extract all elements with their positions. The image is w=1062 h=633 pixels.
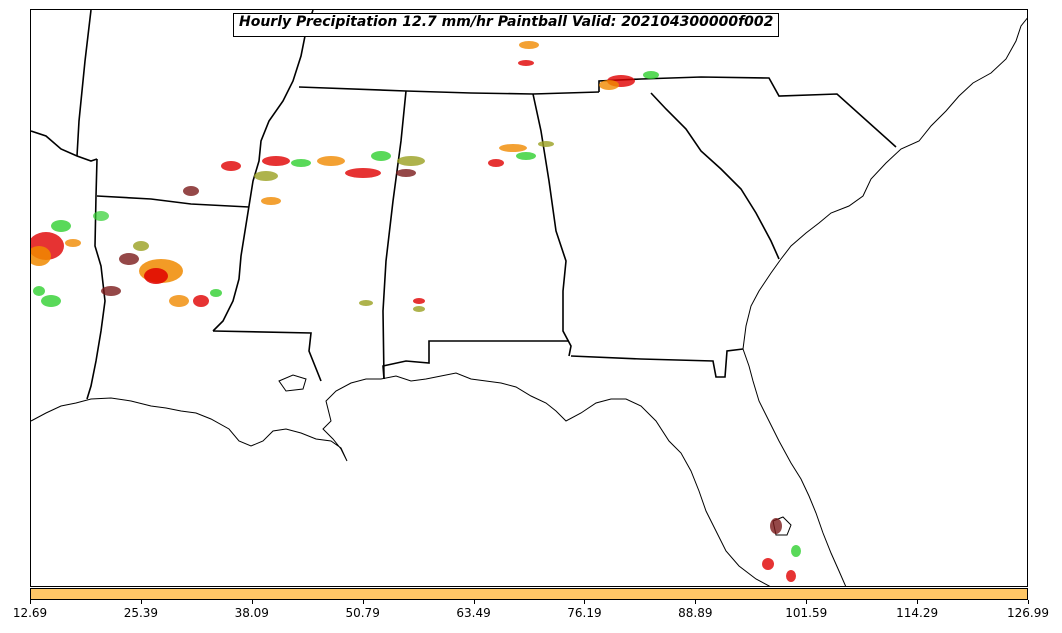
- precip-blob: [770, 518, 782, 534]
- colorbar-tick-mark: [362, 600, 364, 604]
- precipitation-paintball-layer: [31, 41, 801, 582]
- colorbar-tick-label: 76.19: [567, 606, 602, 620]
- colorbar-tick-mark: [917, 600, 919, 604]
- gulf-coast-line: [31, 372, 771, 586]
- colorbar-tick-label: 88.89: [678, 606, 713, 620]
- colorbar-tick-label: 63.49: [456, 606, 491, 620]
- precip-blob: [397, 156, 425, 166]
- precip-blob: [762, 558, 774, 570]
- precip-blob: [133, 241, 149, 251]
- colorbar-tick-mark: [1028, 600, 1029, 604]
- georgia-florida-border: [570, 348, 744, 378]
- texas-oklahoma-border: [31, 130, 98, 162]
- alabama-florida-border: [382, 340, 569, 380]
- colorbar-tick-label: 114.29: [896, 606, 939, 620]
- precip-blob: [396, 169, 416, 177]
- precip-blob: [488, 159, 504, 167]
- precip-blob: [144, 268, 168, 284]
- colorbar-tick-label: 50.79: [345, 606, 380, 620]
- state-boundary-layer: [31, 10, 897, 400]
- precip-blob: [413, 298, 425, 304]
- florida-east-coast: [742, 348, 847, 586]
- precip-blob: [516, 152, 536, 160]
- mississippi-river-border: [212, 10, 314, 332]
- atlantic-coast-line: [742, 17, 1027, 350]
- coastline-layer: [31, 17, 1027, 586]
- alabama-georgia-border: [532, 93, 572, 357]
- precip-blob: [262, 156, 290, 166]
- arkansas-louisiana-border: [96, 195, 250, 208]
- precip-blob: [345, 168, 381, 178]
- precip-blob: [261, 197, 281, 205]
- texas-louisiana-border: [86, 158, 106, 400]
- georgia-south-carolina-border: [650, 92, 780, 260]
- tennessee-south-border: [298, 86, 600, 95]
- precip-blob: [193, 295, 209, 307]
- precip-blob: [93, 211, 109, 221]
- precip-blob: [101, 286, 121, 296]
- precip-blob: [643, 71, 659, 79]
- precip-blob: [210, 289, 222, 297]
- colorbar-tick-label: 25.39: [123, 606, 159, 620]
- precip-blob: [169, 295, 189, 307]
- precip-blob: [119, 253, 139, 265]
- map-canvas: [31, 10, 1027, 586]
- precip-blob: [51, 220, 71, 232]
- precip-blob: [31, 246, 51, 266]
- colorbar-tick-mark: [695, 600, 697, 604]
- precip-blob: [291, 159, 311, 167]
- precip-blob: [599, 80, 619, 90]
- colorbar-tick-mark: [584, 600, 586, 604]
- colorbar: [30, 588, 1028, 600]
- colorbar-tick-label: 101.59: [785, 606, 828, 620]
- precip-blob: [221, 161, 241, 171]
- precip-blob: [791, 545, 801, 557]
- map-title: Hourly Precipitation 12.7 mm/hr Paintbal…: [233, 13, 780, 37]
- precip-blob: [499, 144, 527, 152]
- precip-blob: [41, 295, 61, 307]
- arkansas-oklahoma-border: [76, 10, 92, 157]
- precip-blob: [254, 171, 278, 181]
- colorbar-tick-label: 38.09: [234, 606, 269, 620]
- precip-blob: [317, 156, 345, 166]
- north-carolina-border: [598, 76, 897, 148]
- colorbar-tick-label: 126.99: [1007, 606, 1049, 620]
- colorbar-tick-label: 12.69: [12, 606, 48, 620]
- map-panel: [30, 9, 1028, 587]
- colorbar-tick-mark: [806, 600, 808, 604]
- precip-blob: [519, 41, 539, 49]
- precip-blob: [413, 306, 425, 312]
- lake-pontchartrain: [278, 374, 307, 392]
- precip-blob: [183, 186, 199, 196]
- louisiana-mississippi-border: [212, 330, 322, 382]
- precip-blob: [371, 151, 391, 161]
- precip-blob: [359, 300, 373, 306]
- precip-blob: [33, 286, 45, 296]
- precip-blob: [786, 570, 796, 582]
- precip-blob: [518, 60, 534, 66]
- precip-blob: [65, 239, 81, 247]
- colorbar-tick-mark: [30, 600, 31, 604]
- precip-blob: [538, 141, 554, 147]
- mississippi-alabama-border: [382, 90, 407, 380]
- colorbar-tick-mark: [251, 600, 253, 604]
- colorbar-tick-mark: [140, 600, 142, 604]
- colorbar-tick-mark: [473, 600, 475, 604]
